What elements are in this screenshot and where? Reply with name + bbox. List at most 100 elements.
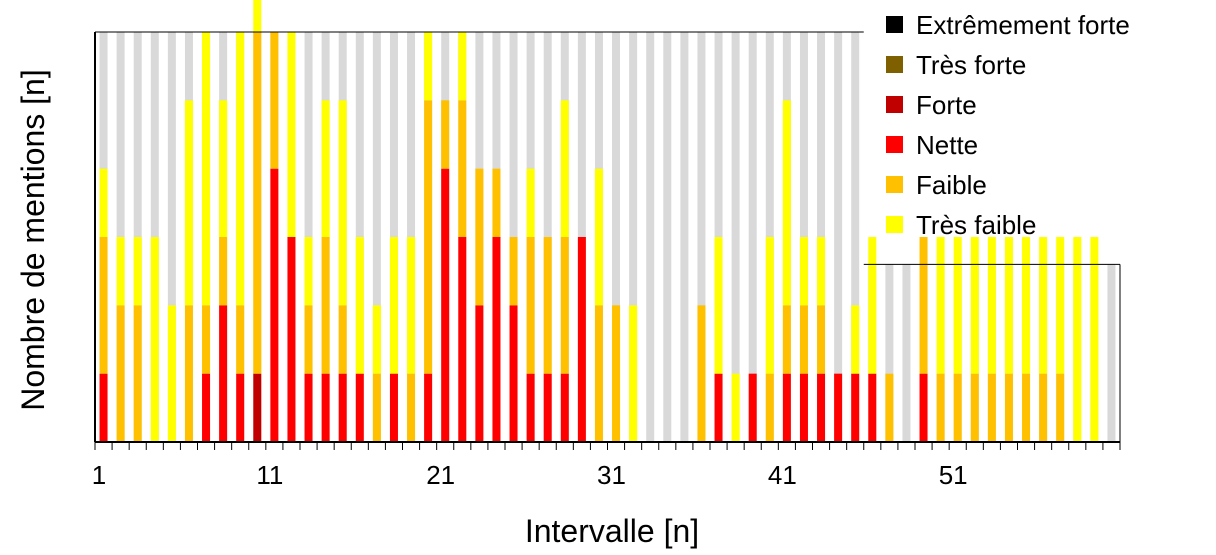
bar-segment — [321, 100, 330, 237]
bar-segment — [116, 305, 125, 442]
bar-segment — [99, 237, 108, 374]
bar-segment — [560, 100, 569, 237]
bar-segment — [594, 168, 603, 306]
bar-segment — [492, 168, 501, 237]
bar-segment — [219, 237, 228, 306]
bar-segment — [851, 373, 860, 442]
bar-segment — [321, 373, 330, 442]
bar-background — [834, 32, 843, 442]
x-axis-title: Intervalle [n] — [525, 513, 699, 549]
bar-background — [902, 264, 911, 442]
bar-segment — [1073, 237, 1082, 442]
bar-segment — [509, 305, 518, 442]
bar-background — [612, 32, 621, 442]
x-tick-label: 31 — [597, 460, 626, 490]
bar-segment — [270, 32, 279, 169]
bar-segment — [953, 237, 962, 374]
bar-segment — [116, 237, 125, 306]
bar-segment — [1004, 373, 1013, 442]
bar-segment — [1022, 373, 1031, 442]
bar-segment — [970, 373, 979, 442]
bar-segment — [304, 305, 313, 374]
bar-background — [663, 32, 672, 442]
bar-segment — [748, 373, 757, 442]
x-tick-label: 1 — [92, 460, 106, 490]
bar-segment — [560, 373, 569, 442]
bar-segment — [338, 305, 347, 374]
bar-segment — [236, 373, 245, 442]
bar-segment — [202, 373, 211, 442]
bar-segment — [458, 32, 467, 101]
bar-segment — [799, 305, 808, 374]
bar-segment — [441, 168, 450, 442]
bar-segment — [202, 32, 211, 306]
x-tick-label: 51 — [939, 460, 968, 490]
bar-segment — [253, 32, 262, 374]
bar-segment — [987, 237, 996, 374]
bar-segment — [509, 237, 518, 306]
bar-segment — [594, 305, 603, 442]
bar-segment — [133, 237, 142, 306]
x-tick-label: 41 — [768, 460, 797, 490]
bar-segment — [424, 373, 433, 442]
bar-segment — [953, 373, 962, 442]
bar-background — [885, 264, 894, 442]
bar-segment — [1022, 237, 1031, 374]
bar-segment — [338, 100, 347, 306]
bar-segment — [304, 237, 313, 306]
bar-segment — [1056, 237, 1065, 374]
legend-swatch — [886, 56, 903, 73]
bar-segment — [560, 237, 569, 374]
bar-segment — [236, 32, 245, 306]
bar-segment — [389, 373, 398, 442]
bar-segment — [817, 305, 826, 374]
bar-segment — [1090, 237, 1099, 442]
bar-segment — [372, 305, 381, 374]
bar-segment — [184, 305, 193, 442]
bar-segment — [987, 373, 996, 442]
bar-background — [1107, 264, 1116, 442]
bar-segment — [919, 237, 928, 374]
bar-segment — [99, 168, 108, 237]
legend-label: Très faible — [916, 210, 1036, 240]
bar-segment — [407, 237, 416, 374]
bar-segment — [219, 305, 228, 442]
bar-segment — [868, 237, 877, 374]
bar-segment — [782, 100, 791, 306]
x-tick-label: 11 — [256, 460, 283, 490]
legend-label: Faible — [916, 170, 987, 200]
x-ticks-layer: 1 11 21 31 41 51 — [92, 442, 1121, 490]
x-tick-label: 21 — [426, 460, 455, 490]
bar-segment — [526, 373, 535, 442]
bar-segment — [851, 305, 860, 374]
bar-segment — [1039, 237, 1048, 374]
legend-swatch — [886, 136, 903, 153]
bar-segment — [458, 237, 467, 442]
bar-segment — [936, 373, 945, 442]
bar-segment — [714, 373, 723, 442]
bar-segment — [868, 373, 877, 442]
legend-swatch — [886, 16, 903, 33]
legend-label: Extrêmement forte — [916, 10, 1130, 40]
bar-segment — [799, 237, 808, 306]
bar-segment — [970, 237, 979, 374]
bar-background — [731, 32, 740, 442]
bar-segment — [355, 237, 364, 374]
bar-segment — [492, 237, 501, 442]
bar-segment — [782, 373, 791, 442]
bar-segment — [475, 305, 484, 442]
bar-segment — [765, 237, 774, 374]
bar-segment — [167, 305, 176, 442]
bar-segment — [629, 305, 638, 442]
bar-background — [629, 32, 638, 442]
bar-background — [372, 32, 381, 442]
y-axis-title: Nombre de mentions [n] — [15, 69, 51, 411]
legend: Extrêmement forte Très forte Forte Nette Fai… — [886, 10, 1130, 240]
bar-segment — [321, 237, 330, 374]
bar-segment — [782, 305, 791, 374]
bar-background — [646, 32, 655, 442]
bar-background — [167, 32, 176, 442]
bar-background — [680, 32, 689, 442]
bars-layer — [99, 0, 1116, 442]
